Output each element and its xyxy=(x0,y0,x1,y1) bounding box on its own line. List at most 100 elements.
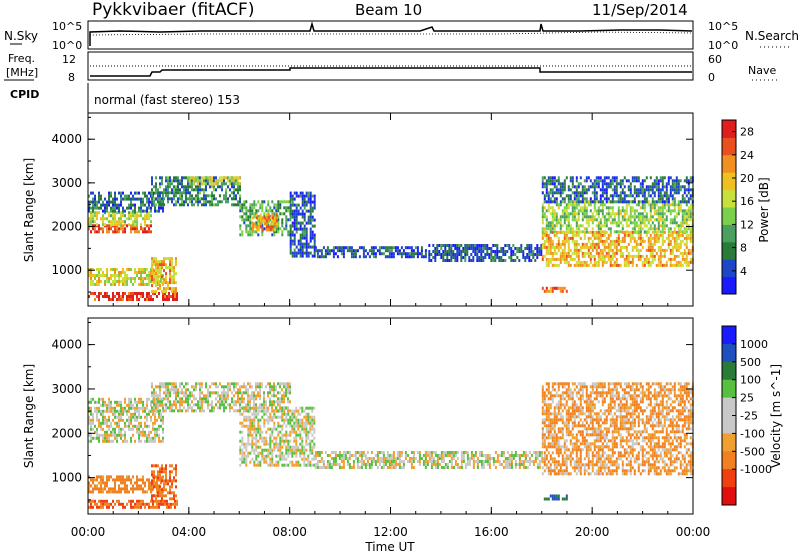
power-cell xyxy=(414,252,417,256)
velocity-cell xyxy=(247,433,250,437)
velocity-cell xyxy=(138,505,140,509)
velocity-cell xyxy=(285,457,288,461)
power-colorbar-tick-label: 16 xyxy=(740,195,754,208)
power-cell xyxy=(436,244,439,247)
power-cell xyxy=(536,247,539,250)
velocity-cell xyxy=(195,397,197,401)
power-cell xyxy=(233,188,235,192)
power-cell xyxy=(545,215,548,219)
power-cell xyxy=(591,185,594,189)
power-cell xyxy=(545,218,548,222)
velocity-cell xyxy=(265,406,268,410)
power-cell xyxy=(547,203,550,207)
power-cell xyxy=(88,295,90,298)
power-cell xyxy=(641,239,644,243)
power-cell xyxy=(126,298,128,301)
power-cell xyxy=(132,209,134,213)
velocity-cell xyxy=(151,406,153,410)
power-cell xyxy=(273,233,276,237)
power-cell xyxy=(94,277,96,280)
power-cell xyxy=(643,188,646,192)
power-cell xyxy=(255,228,258,232)
y-tick-label: 4000 xyxy=(51,132,82,146)
power-cell xyxy=(629,260,632,264)
power-cell xyxy=(454,244,457,247)
velocity-cell xyxy=(144,433,146,437)
power-cell xyxy=(677,191,680,195)
velocity-cell xyxy=(251,418,254,422)
power-cell xyxy=(191,194,193,198)
velocity-cell xyxy=(211,400,213,404)
power-cell xyxy=(617,200,620,204)
power-cell xyxy=(613,239,616,243)
velocity-cell xyxy=(247,454,250,458)
velocity-cell xyxy=(269,436,272,440)
power-cell xyxy=(551,209,554,213)
power-cell xyxy=(480,244,483,247)
power-cell xyxy=(470,244,473,247)
power-cell xyxy=(179,203,181,207)
velocity-cell xyxy=(163,385,165,389)
power-cell xyxy=(547,209,550,213)
velocity-cell xyxy=(275,427,278,431)
velocity-cell xyxy=(151,382,153,386)
velocity-cell xyxy=(122,433,124,437)
velocity-cell xyxy=(303,448,306,452)
power-cell xyxy=(291,194,294,198)
power-cell xyxy=(128,277,130,280)
power-cell xyxy=(545,227,548,231)
velocity-cell xyxy=(235,409,237,413)
power-cell xyxy=(142,283,144,286)
power-cell xyxy=(287,206,290,210)
velocity-cell xyxy=(291,415,294,419)
power-cell xyxy=(148,217,150,221)
power-cell xyxy=(615,188,618,192)
power-cell xyxy=(316,252,319,256)
velocity-cell xyxy=(313,415,316,419)
power-cell xyxy=(601,188,604,192)
power-cell xyxy=(619,197,622,201)
power-cell xyxy=(299,251,302,255)
power-cell xyxy=(528,253,531,256)
power-cell xyxy=(587,230,590,234)
power-cell xyxy=(543,200,546,204)
power-cell xyxy=(267,203,270,207)
power-cell xyxy=(175,185,177,189)
velocity-cell xyxy=(191,400,193,404)
velocity-cell xyxy=(267,448,270,452)
power-cell xyxy=(236,179,239,183)
power-cell xyxy=(301,248,304,252)
velocity-cell xyxy=(247,415,250,419)
power-cell xyxy=(659,260,662,264)
velocity-cell xyxy=(215,382,217,386)
velocity-cell xyxy=(138,499,140,503)
velocity-cell xyxy=(154,412,156,416)
velocity-cell xyxy=(134,505,136,509)
velocity-cell xyxy=(275,406,278,410)
velocity-cell xyxy=(153,394,155,398)
power-cell xyxy=(601,239,604,243)
velocity-cell xyxy=(243,400,245,404)
power-cell xyxy=(203,197,205,201)
power-cell xyxy=(633,221,636,225)
velocity-cell xyxy=(118,475,120,479)
velocity-cell xyxy=(209,385,211,389)
power-cell xyxy=(689,233,692,237)
velocity-cell xyxy=(187,388,189,392)
power-cell xyxy=(352,249,355,253)
velocity-cell xyxy=(293,430,296,434)
velocity-cell xyxy=(271,418,274,422)
power-cell xyxy=(277,227,280,231)
power-cell xyxy=(235,188,237,192)
power-cell xyxy=(587,221,590,225)
power-cell xyxy=(253,200,256,204)
velocity-cell xyxy=(301,442,304,446)
power-cell xyxy=(595,200,598,204)
velocity-cell xyxy=(151,391,153,395)
power-cell xyxy=(599,239,602,243)
power-cell xyxy=(289,233,292,237)
power-cell xyxy=(155,188,157,192)
velocity-cell xyxy=(142,430,144,434)
power-cell xyxy=(92,220,94,224)
power-cell xyxy=(472,256,475,259)
